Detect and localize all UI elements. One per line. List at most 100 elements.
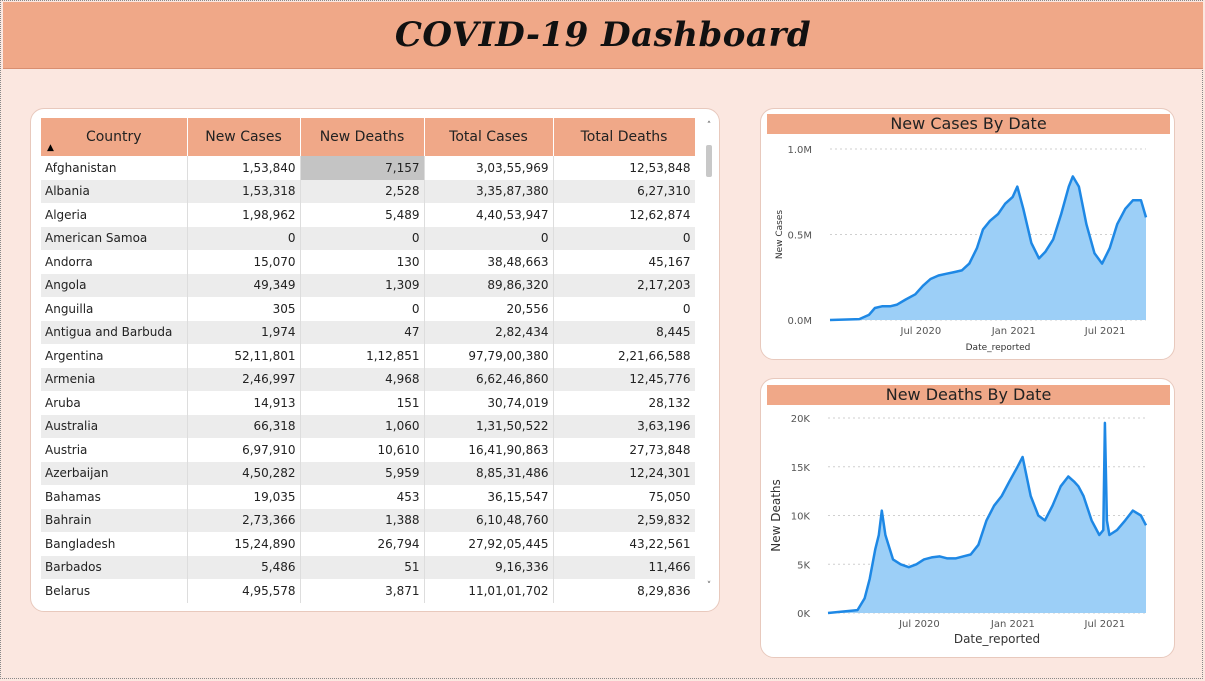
country-cell[interactable]: Barbados: [41, 555, 188, 579]
table-row[interactable]: Afghanistan 1,53,840 7,157 3,03,55,969 12,53…: [41, 156, 695, 180]
table-row[interactable]: Azerbaijan 4,50,282 5,959 8,85,31,486 12,24,…: [41, 461, 695, 485]
country-cell[interactable]: Andorra: [41, 250, 188, 274]
column-header-new-deaths[interactable]: New Deaths: [300, 118, 425, 156]
value-cell[interactable]: 66,318: [187, 414, 301, 438]
table-row[interactable]: Austria 6,97,910 10,610 16,41,90,863 27,73,8…: [41, 438, 695, 462]
value-cell[interactable]: 151: [300, 391, 425, 415]
value-cell[interactable]: 9,16,336: [424, 555, 554, 579]
value-cell[interactable]: 5,489: [300, 203, 425, 227]
value-cell[interactable]: 3,35,87,380: [424, 179, 554, 203]
new-cases-chart[interactable]: 0.0M 0.5M 1.0M Jul 2020 Jan 2021 Jul 2021 Date…: [761, 109, 1174, 359]
value-cell[interactable]: 1,98,962: [187, 203, 301, 227]
sort-ascending-icon[interactable]: ▲: [47, 143, 54, 153]
value-cell[interactable]: 47: [300, 320, 425, 344]
table-row[interactable]: Algeria 1,98,962 5,489 4,40,53,947 12,62,874: [41, 203, 695, 227]
value-cell[interactable]: 0: [553, 297, 695, 321]
table-row[interactable]: Bahrain 2,73,366 1,388 6,10,48,760 2,59,832: [41, 508, 695, 532]
table-row[interactable]: Angola 49,349 1,309 89,86,320 2,17,203: [41, 273, 695, 297]
value-cell[interactable]: 12,62,874: [553, 203, 695, 227]
value-cell[interactable]: 89,86,320: [424, 273, 554, 297]
value-cell[interactable]: 19,035: [187, 485, 301, 509]
value-cell[interactable]: 15,24,890: [187, 532, 301, 556]
country-cell[interactable]: Azerbaijan: [41, 461, 188, 485]
value-cell[interactable]: 4,95,578: [187, 579, 301, 603]
value-cell[interactable]: 1,309: [300, 273, 425, 297]
country-cell[interactable]: Algeria: [41, 203, 188, 227]
country-cell[interactable]: Antigua and Barbuda: [41, 320, 188, 344]
value-cell[interactable]: 3,871: [300, 579, 425, 603]
value-cell[interactable]: 7,157: [300, 156, 425, 180]
value-cell[interactable]: 6,27,310: [553, 179, 695, 203]
value-cell[interactable]: 2,73,366: [187, 508, 301, 532]
value-cell[interactable]: 51: [300, 555, 425, 579]
value-cell[interactable]: 5,486: [187, 555, 301, 579]
value-cell[interactable]: 28,132: [553, 391, 695, 415]
value-cell[interactable]: 130: [300, 250, 425, 274]
new-deaths-chart[interactable]: 0K 5K 10K 15K 20K Jul 2020 Jan 2021 Jul 2021 Dat…: [761, 379, 1174, 657]
table-row[interactable]: Barbados 5,486 51 9,16,336 11,466: [41, 555, 695, 579]
country-cell[interactable]: Argentina: [41, 344, 188, 368]
country-cell[interactable]: Aruba: [41, 391, 188, 415]
column-header-country[interactable]: Country ▲: [41, 118, 188, 156]
value-cell[interactable]: 12,45,776: [553, 367, 695, 391]
table-row[interactable]: Argentina 52,11,801 1,12,851 97,79,00,380 2,…: [41, 344, 695, 368]
value-cell[interactable]: 4,40,53,947: [424, 203, 554, 227]
value-cell[interactable]: 0: [300, 297, 425, 321]
value-cell[interactable]: 38,48,663: [424, 250, 554, 274]
table-row[interactable]: Albania 1,53,318 2,528 3,35,87,380 6,27,310: [41, 179, 695, 203]
value-cell[interactable]: 1,388: [300, 508, 425, 532]
scrollbar-thumb[interactable]: [706, 145, 712, 177]
value-cell[interactable]: 14,913: [187, 391, 301, 415]
column-header-total-deaths[interactable]: Total Deaths: [553, 118, 695, 156]
value-cell[interactable]: 10,610: [300, 438, 425, 462]
value-cell[interactable]: 0: [300, 226, 425, 250]
value-cell[interactable]: 1,53,840: [187, 156, 301, 180]
country-cell[interactable]: Angola: [41, 273, 188, 297]
column-header-total-cases[interactable]: Total Cases: [424, 118, 554, 156]
value-cell[interactable]: 453: [300, 485, 425, 509]
country-cell[interactable]: American Samoa: [41, 226, 188, 250]
value-cell[interactable]: 1,53,318: [187, 179, 301, 203]
value-cell[interactable]: 0: [553, 226, 695, 250]
value-cell[interactable]: 8,29,836: [553, 579, 695, 603]
value-cell[interactable]: 0: [424, 226, 554, 250]
value-cell[interactable]: 2,21,66,588: [553, 344, 695, 368]
value-cell[interactable]: 43,22,561: [553, 532, 695, 556]
value-cell[interactable]: 15,070: [187, 250, 301, 274]
country-cell[interactable]: Belarus: [41, 579, 188, 603]
column-header-new-cases[interactable]: New Cases: [187, 118, 301, 156]
table-row[interactable]: Aruba 14,913 151 30,74,019 28,132: [41, 391, 695, 415]
value-cell[interactable]: 11,466: [553, 555, 695, 579]
country-cell[interactable]: Anguilla: [41, 297, 188, 321]
country-cell[interactable]: Bahamas: [41, 485, 188, 509]
country-cell[interactable]: Austria: [41, 438, 188, 462]
value-cell[interactable]: 2,17,203: [553, 273, 695, 297]
value-cell[interactable]: 27,92,05,445: [424, 532, 554, 556]
value-cell[interactable]: 1,974: [187, 320, 301, 344]
country-cell[interactable]: Bahrain: [41, 508, 188, 532]
country-cell[interactable]: Bangladesh: [41, 532, 188, 556]
table-row[interactable]: Australia 66,318 1,060 1,31,50,522 3,63,196: [41, 414, 695, 438]
value-cell[interactable]: 45,167: [553, 250, 695, 274]
value-cell[interactable]: 8,85,31,486: [424, 461, 554, 485]
scroll-down-icon[interactable]: ˅: [706, 581, 712, 591]
country-cell[interactable]: Armenia: [41, 367, 188, 391]
value-cell[interactable]: 12,24,301: [553, 461, 695, 485]
value-cell[interactable]: 305: [187, 297, 301, 321]
value-cell[interactable]: 2,528: [300, 179, 425, 203]
value-cell[interactable]: 97,79,00,380: [424, 344, 554, 368]
value-cell[interactable]: 1,060: [300, 414, 425, 438]
table-row[interactable]: American Samoa 0 0 0 0: [41, 226, 695, 250]
value-cell[interactable]: 49,349: [187, 273, 301, 297]
value-cell[interactable]: 6,10,48,760: [424, 508, 554, 532]
value-cell[interactable]: 20,556: [424, 297, 554, 321]
value-cell[interactable]: 52,11,801: [187, 344, 301, 368]
value-cell[interactable]: 2,59,832: [553, 508, 695, 532]
value-cell[interactable]: 30,74,019: [424, 391, 554, 415]
country-cell[interactable]: Australia: [41, 414, 188, 438]
value-cell[interactable]: 3,03,55,969: [424, 156, 554, 180]
value-cell[interactable]: 1,12,851: [300, 344, 425, 368]
value-cell[interactable]: 16,41,90,863: [424, 438, 554, 462]
country-cell[interactable]: Afghanistan: [41, 156, 188, 180]
country-cell[interactable]: Albania: [41, 179, 188, 203]
